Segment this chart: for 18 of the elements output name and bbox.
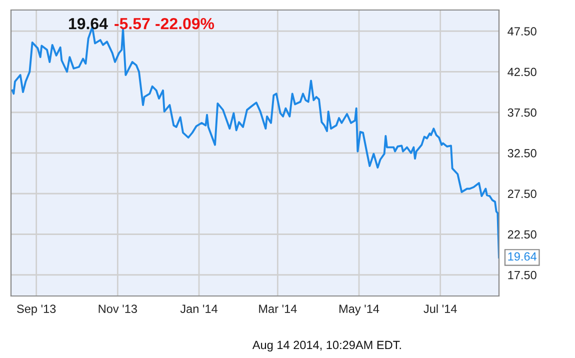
x-tick-label: Jul '14 xyxy=(424,304,457,314)
x-tick-label: Jan '14 xyxy=(180,304,218,314)
text: Aug 14 2014, 10:29AM EDT. xyxy=(252,340,401,352)
annotation: 19.64 xyxy=(69,18,108,30)
x-tick-label: Nov '13 xyxy=(98,304,137,314)
y-tick-label: 37.50 xyxy=(508,108,536,117)
y-tick-label: 32.50 xyxy=(508,149,536,158)
y-tick-label: 42.50 xyxy=(508,68,536,76)
x-tick-label: May '14 xyxy=(339,304,380,316)
annotation: -22.09% xyxy=(156,18,214,30)
y-tick-label: 17.50 xyxy=(508,270,536,280)
annotation: -5.57 xyxy=(114,18,150,30)
y-tick-label: 22.50 xyxy=(508,230,536,239)
y-tick-label: 27.50 xyxy=(508,190,536,198)
y-tick-label: 47.50 xyxy=(508,27,536,36)
data-label: 19.64 xyxy=(508,252,537,261)
x-tick-label: Sep '13 xyxy=(17,304,56,316)
x-tick-label: Mar '14 xyxy=(259,304,297,314)
